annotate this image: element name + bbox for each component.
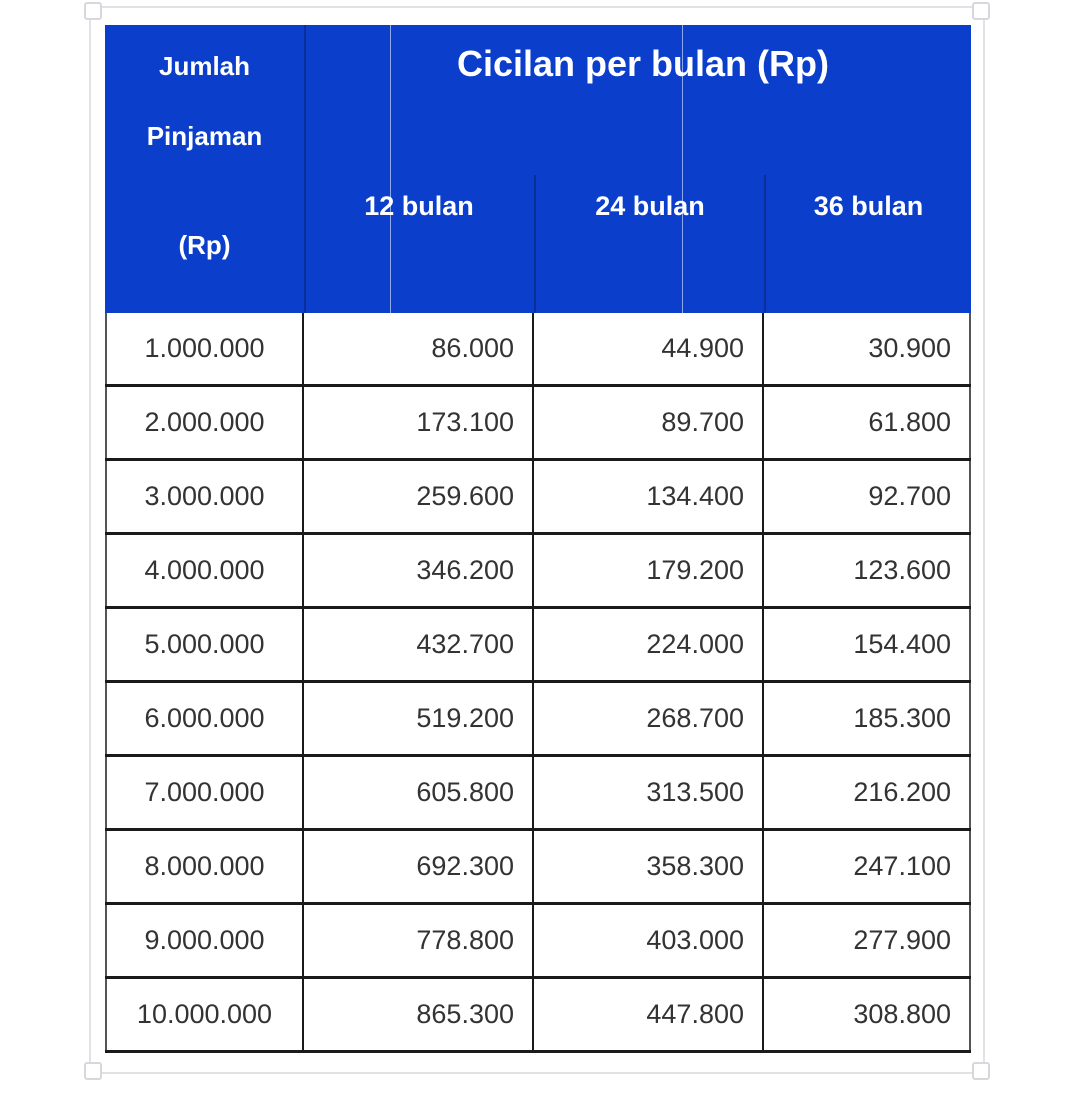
installment-24-cell: 134.400 — [534, 461, 764, 532]
loan-amount-cell: 1.000.000 — [105, 313, 304, 384]
installment-36-cell: 92.700 — [764, 461, 971, 532]
loan-amount-cell: 4.000.000 — [105, 535, 304, 606]
installment-36-cell: 247.100 — [764, 831, 971, 902]
table-row: 10.000.000 865.300 447.800 308.800 — [105, 979, 971, 1053]
loan-amount-cell: 3.000.000 — [105, 461, 304, 532]
loan-header-line: Jumlah — [158, 51, 251, 81]
installment-12-cell: 259.600 — [304, 461, 534, 532]
table-row: 3.000.000 259.600 134.400 92.700 — [105, 461, 971, 535]
table-body: 1.000.000 86.000 44.900 30.900 2.000.000 173.… — [105, 313, 971, 1053]
resize-handle[interactable] — [972, 2, 990, 20]
table-row: 5.000.000 432.700 224.000 154.400 — [105, 609, 971, 683]
loan-header-line: Pinjaman — [146, 121, 263, 151]
installment-36-cell: 216.200 — [764, 757, 971, 828]
installment-36-cell: 185.300 — [764, 683, 971, 754]
resize-handle[interactable] — [972, 1062, 990, 1080]
installment-24-cell: 89.700 — [534, 387, 764, 458]
loan-amount-cell: 10.000.000 — [105, 979, 304, 1050]
table-header: Jumlah Pinjaman (Rp) Cicilan per bulan (… — [105, 25, 971, 313]
loan-amount-cell: 2.000.000 — [105, 387, 304, 458]
installment-36-cell: 61.800 — [764, 387, 971, 458]
installment-24-cell: 44.900 — [534, 313, 764, 384]
installment-36-cell: 30.900 — [764, 313, 971, 384]
installment-24-cell: 447.800 — [534, 979, 764, 1050]
loan-amount-cell: 7.000.000 — [105, 757, 304, 828]
table-row: 7.000.000 605.800 313.500 216.200 — [105, 757, 971, 831]
installment-36-cell: 308.800 — [764, 979, 971, 1050]
image-selection-frame — [89, 6, 985, 1074]
table-row: 9.000.000 778.800 403.000 277.900 — [105, 905, 971, 979]
table-row: 2.000.000 173.100 89.700 61.800 — [105, 387, 971, 461]
divider — [682, 25, 683, 313]
installment-12-cell: 692.300 — [304, 831, 534, 902]
table-row: 8.000.000 692.300 358.300 247.100 — [105, 831, 971, 905]
resize-handle[interactable] — [84, 1062, 102, 1080]
loan-amount-cell: 6.000.000 — [105, 683, 304, 754]
installment-title: Cicilan per bulan (Rp) — [456, 43, 830, 84]
loan-amount-cell: 5.000.000 — [105, 609, 304, 680]
loan-amount-cell: 9.000.000 — [105, 905, 304, 976]
installment-table: Jumlah Pinjaman (Rp) Cicilan per bulan (… — [105, 25, 971, 1053]
loan-header-line: (Rp) — [178, 230, 231, 260]
installment-12-cell: 346.200 — [304, 535, 534, 606]
installment-12-cell: 605.800 — [304, 757, 534, 828]
installment-24-cell: 313.500 — [534, 757, 764, 828]
installment-24-cell: 224.000 — [534, 609, 764, 680]
installment-12-cell: 86.000 — [304, 313, 534, 384]
term-header-12: 12 bulan — [364, 191, 474, 221]
installment-24-cell: 358.300 — [534, 831, 764, 902]
loan-amount-header: Jumlah Pinjaman (Rp) — [105, 25, 306, 313]
installment-12-cell: 432.700 — [304, 609, 534, 680]
loan-amount-cell: 8.000.000 — [105, 831, 304, 902]
installment-12-cell: 865.300 — [304, 979, 534, 1050]
installment-12-cell: 778.800 — [304, 905, 534, 976]
table-row: 1.000.000 86.000 44.900 30.900 — [105, 313, 971, 387]
table-row: 4.000.000 346.200 179.200 123.600 — [105, 535, 971, 609]
installment-12-cell: 173.100 — [304, 387, 534, 458]
term-header-36: 36 bulan — [764, 175, 971, 313]
installment-12-cell: 519.200 — [304, 683, 534, 754]
installment-36-cell: 123.600 — [764, 535, 971, 606]
installment-24-cell: 179.200 — [534, 535, 764, 606]
divider — [390, 25, 391, 313]
installment-36-cell: 154.400 — [764, 609, 971, 680]
term-header-24: 24 bulan — [534, 175, 764, 313]
installment-24-cell: 268.700 — [534, 683, 764, 754]
resize-handle[interactable] — [84, 2, 102, 20]
installment-36-cell: 277.900 — [764, 905, 971, 976]
installment-24-cell: 403.000 — [534, 905, 764, 976]
table-row: 6.000.000 519.200 268.700 185.300 — [105, 683, 971, 757]
